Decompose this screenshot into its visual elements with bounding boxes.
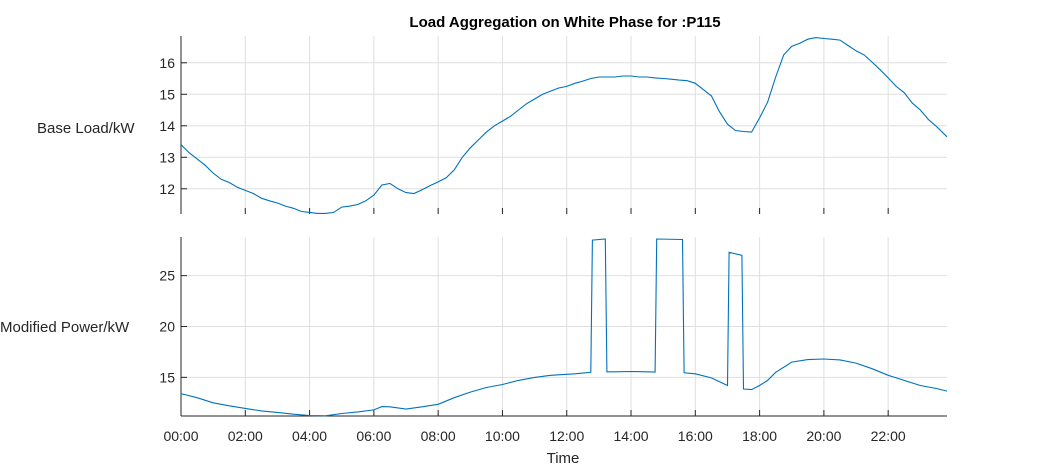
ylabel-modified-power: Modified Power/kW: [0, 319, 130, 336]
xtick-label: 16:00: [678, 428, 713, 444]
grid-top: [180, 36, 947, 214]
ytick-label-top: 15: [159, 86, 175, 102]
xticks-bottom: 00:00 02:00 04:00 06:00 08:00 10:00 12:00 14:00…: [163, 410, 906, 444]
subplot-modified-power: 15 20 25 00:00 02:00 04:00 06:00 08:00 10:00 12:…: [0, 237, 948, 467]
ytick-label-top: 14: [159, 118, 175, 134]
xtick-label: 02:00: [228, 428, 263, 444]
ytick-label-top: 16: [159, 55, 175, 71]
xtick-label: 00:00: [163, 428, 198, 444]
series-line-base-load: [180, 37, 948, 214]
xtick-label: 06:00: [356, 428, 391, 444]
xtick-label: 22:00: [871, 428, 906, 444]
xlabel-time: Time: [547, 450, 580, 467]
grid-bottom: [180, 237, 947, 416]
xticks-top: [180, 208, 889, 214]
ytick-label-bottom: 15: [159, 369, 175, 385]
xtick-label: 10:00: [485, 428, 520, 444]
ytick-label-top: 12: [159, 181, 175, 197]
xtick-label: 08:00: [421, 428, 456, 444]
subplot-base-load: 12 13 14 15 16 Base Load/kW: [37, 36, 948, 214]
ylabel-base-load: Base Load/kW: [37, 120, 135, 137]
series-line-modified-power: [180, 238, 948, 417]
xtick-label: 04:00: [292, 428, 327, 444]
xtick-label: 18:00: [742, 428, 777, 444]
yticks-bottom: 15 20 25: [159, 268, 187, 385]
chart-title: Load Aggregation on White Phase for :P11…: [409, 14, 720, 31]
xtick-label: 20:00: [806, 428, 841, 444]
xtick-label: 14:00: [613, 428, 648, 444]
ytick-label-bottom: 20: [159, 319, 175, 335]
ytick-label-bottom: 25: [159, 268, 175, 284]
yticks-top: 12 13 14 15 16: [159, 55, 187, 197]
xtick-label: 12:00: [549, 428, 584, 444]
ytick-label-top: 13: [159, 149, 175, 165]
